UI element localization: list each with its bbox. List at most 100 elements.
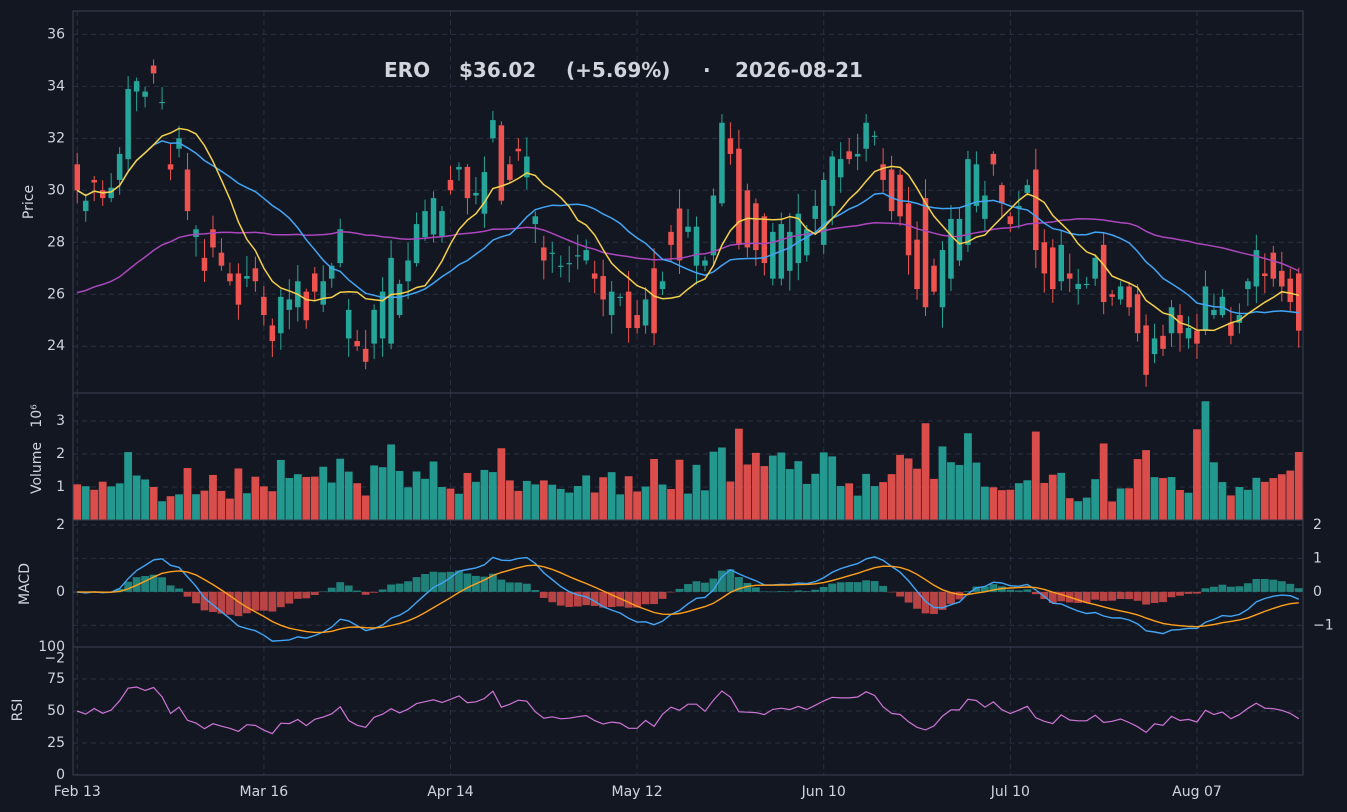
volume-bar-53 xyxy=(522,480,531,520)
rsi-line xyxy=(76,686,1300,735)
candle-body-1 xyxy=(82,200,89,212)
macd-hist-bar-24 xyxy=(276,591,285,608)
volume-bar-119 xyxy=(1082,497,1091,520)
macd-hist-bar-67 xyxy=(641,591,650,605)
candle-body-17 xyxy=(218,252,225,266)
volume-bar-112 xyxy=(1023,480,1032,520)
volume-bar-121 xyxy=(1099,443,1108,520)
macd-hist-bar-23 xyxy=(268,591,277,612)
volume-bar-16 xyxy=(209,474,217,520)
candle-body-31 xyxy=(337,229,343,264)
sma-long-line xyxy=(77,218,1300,294)
volume-bar-103 xyxy=(947,462,955,520)
macd-hist-bar-38 xyxy=(395,583,404,592)
candle-body-3 xyxy=(99,190,106,199)
chart-title-separator: · xyxy=(703,58,711,82)
macd-hist-bar-126 xyxy=(1142,591,1150,605)
candle-body-52 xyxy=(515,148,522,152)
candle-body-34 xyxy=(362,348,369,362)
macd-hist-bar-103 xyxy=(947,591,955,604)
candle-body-89 xyxy=(829,156,835,206)
candle-body-73 xyxy=(693,226,700,266)
volume-bar-48 xyxy=(480,469,489,520)
macd-hist-bar-73 xyxy=(692,581,701,592)
volume-bar-7 xyxy=(132,475,141,520)
volume-bar-108 xyxy=(989,487,998,520)
candle-body-71 xyxy=(676,208,683,261)
macd-hist-bar-35 xyxy=(370,591,379,593)
candle-body-45 xyxy=(456,166,462,170)
volume-bar-85 xyxy=(794,461,803,520)
candle-body-64 xyxy=(617,296,623,299)
candle-body-10 xyxy=(159,101,165,104)
volume-bar-92 xyxy=(853,495,862,520)
grid-layer xyxy=(73,11,1303,776)
macd-hist-bar-123 xyxy=(1116,591,1125,600)
macd-hist-bar-81 xyxy=(760,591,769,593)
volume-bar-105 xyxy=(964,433,972,520)
macd-hist-bar-108 xyxy=(989,584,998,592)
macd-hist-bar-48 xyxy=(480,576,489,592)
rsi-tick-label-0: 0 xyxy=(56,767,65,783)
volume-bar-99 xyxy=(913,468,921,520)
macd-hist-bar-76 xyxy=(718,570,726,592)
macd-hist-bar-142 xyxy=(1277,581,1286,592)
price-tick-label-3: 30 xyxy=(47,182,65,198)
volume-bar-25 xyxy=(285,478,294,520)
candle-body-107 xyxy=(982,195,988,219)
macd-hist-bar-136 xyxy=(1226,586,1235,592)
macd-hist-bar-52 xyxy=(514,582,523,592)
volume-bar-10 xyxy=(158,501,166,520)
macd-hist-bar-21 xyxy=(251,591,260,611)
volume-bar-116 xyxy=(1057,472,1066,520)
rsi-tick-label-3: 75 xyxy=(47,671,65,687)
macd-hist-bar-86 xyxy=(802,591,811,592)
macd-hist-bar-12 xyxy=(175,588,183,592)
price-tick-label-2: 28 xyxy=(47,234,65,250)
x-tick-label-3: May 12 xyxy=(611,784,662,800)
volume-bar-100 xyxy=(921,423,930,520)
volume-bar-61 xyxy=(590,492,599,520)
volume-bar-52 xyxy=(514,490,523,520)
macd-hist-bar-83 xyxy=(777,591,786,592)
macd-hist-bar-56 xyxy=(548,591,557,603)
macd-hist-bar-105 xyxy=(964,591,972,592)
macd-hist-bar-118 xyxy=(1074,591,1083,604)
macd-hist-bar-20 xyxy=(242,591,251,614)
macd-hist-bar-34 xyxy=(361,591,370,595)
candle-body-23 xyxy=(269,325,276,342)
chart-title-date: 2026-08-21 xyxy=(735,58,863,82)
volume-bar-31 xyxy=(336,458,345,520)
macd-hist-bar-37 xyxy=(387,584,396,592)
volume-tick-label-1: 2 xyxy=(56,446,65,462)
volume-bar-141 xyxy=(1269,478,1278,520)
volume-bar-113 xyxy=(1031,431,1040,520)
volume-bar-131 xyxy=(1184,492,1193,520)
rsi-axis-label: RSI xyxy=(10,699,26,722)
volume-bar-11 xyxy=(166,496,175,520)
macd-hist-bar-77 xyxy=(726,569,735,592)
candle-body-28 xyxy=(312,273,318,292)
candle-body-119 xyxy=(1083,283,1090,286)
volume-bar-138 xyxy=(1243,489,1252,520)
volume-bar-34 xyxy=(361,495,370,520)
candle-body-121 xyxy=(1100,244,1107,303)
candle-body-37 xyxy=(388,257,394,344)
sma-short-line xyxy=(76,127,1299,332)
candle-body-96 xyxy=(888,169,895,212)
candle-body-35 xyxy=(371,309,377,344)
macd-right-tick-label-0: 2 xyxy=(1313,517,1322,533)
macd-hist-bar-94 xyxy=(870,581,879,592)
candle-body-68 xyxy=(651,268,657,334)
candle-body-99 xyxy=(914,239,920,290)
macd-hist-bar-45 xyxy=(455,570,463,592)
signal-line xyxy=(77,564,1299,634)
candle-body-30 xyxy=(328,265,335,279)
macd-hist-bar-42 xyxy=(429,571,438,592)
candle-body-81 xyxy=(761,216,768,264)
volume-bar-75 xyxy=(709,451,718,520)
candle-body-143 xyxy=(1287,278,1294,303)
volume-bar-89 xyxy=(828,456,837,520)
volume-bar-68 xyxy=(650,458,658,520)
